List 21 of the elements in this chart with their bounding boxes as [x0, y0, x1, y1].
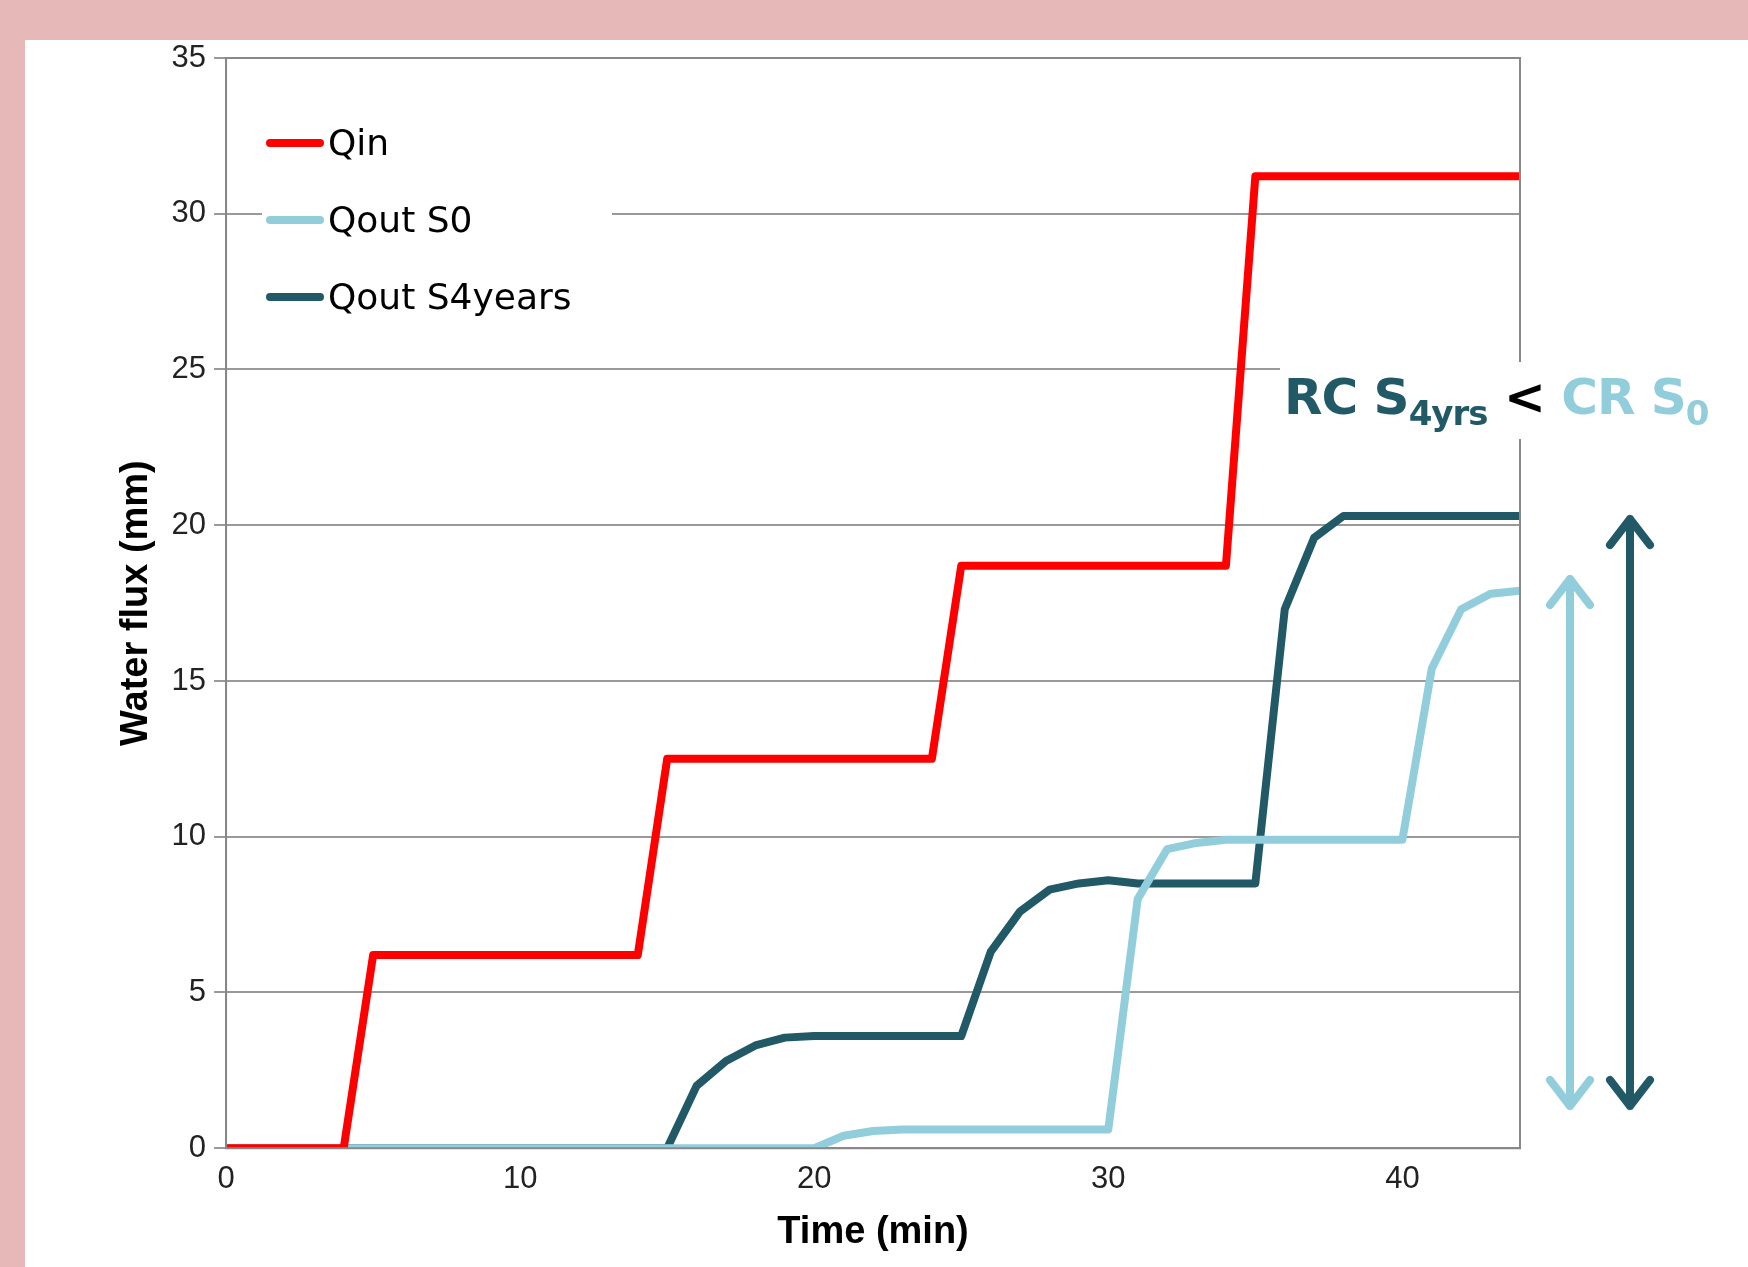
- y-tick-label: 30: [171, 194, 207, 230]
- y-tick-label: 25: [171, 350, 207, 386]
- y-tick-label: 10: [171, 817, 207, 853]
- x-axis-title: Time (min): [777, 1208, 969, 1251]
- legend-label: Qin: [328, 122, 390, 163]
- x-tick-label: 40: [1385, 1160, 1420, 1196]
- annotation: <: [1503, 368, 1545, 426]
- annotation: RC S$_{4yrs}$: [1284, 368, 1488, 433]
- legend-label: Qout S4years: [328, 276, 572, 317]
- text: CR S$_{0}$: [1561, 368, 1709, 433]
- y-axis-title: Water flux (mm): [113, 460, 156, 746]
- x-tick-label: 0: [217, 1160, 235, 1196]
- y-tick-label: 15: [171, 661, 207, 697]
- y-tick-label: 5: [188, 973, 207, 1008]
- legend-label: Qout S0: [328, 199, 473, 240]
- y-tick-label: 20: [171, 505, 207, 541]
- x-tick-label: 20: [796, 1160, 832, 1196]
- x-tick-label: 30: [1091, 1160, 1126, 1196]
- y-tick-label: 0: [188, 1128, 207, 1164]
- y-tick-label: 35: [171, 38, 207, 74]
- x-tick-label: 10: [502, 1160, 538, 1196]
